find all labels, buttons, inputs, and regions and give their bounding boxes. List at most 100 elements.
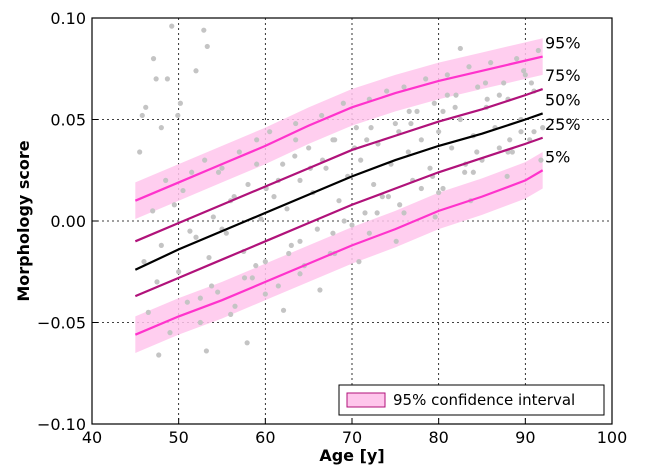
percentile-line [134, 88, 544, 243]
scatter-point [408, 120, 414, 127]
scatter-point [167, 330, 173, 336]
scatter-point [253, 263, 259, 269]
scatter-point [384, 88, 390, 94]
scatter-point [163, 177, 169, 183]
scatter-point [444, 72, 450, 78]
scatter-point [414, 108, 420, 114]
scatter-point [440, 185, 446, 192]
scatter-point [297, 271, 303, 277]
x-tick-label: 40 [82, 428, 102, 447]
x-tick-label: 50 [168, 428, 188, 447]
percentile-labels: 95% 75% 50% 25% 5% [545, 34, 581, 167]
scatter-point [436, 189, 442, 196]
scatter-point [440, 108, 446, 114]
scatter-point [496, 92, 502, 98]
y-axis-label: Morphology score [14, 140, 33, 301]
scatter-point [293, 137, 299, 143]
scatter-point [254, 137, 260, 143]
scatter-point [267, 129, 273, 135]
scatter-point [204, 43, 210, 50]
percentile-label: 25% [545, 115, 581, 134]
y-axis-ticks: −0.10 −0.05 0.00 0.05 0.10 [37, 9, 98, 434]
scatter-point [482, 80, 489, 86]
scatter-point [189, 169, 195, 175]
y-tick-label: −0.05 [37, 314, 86, 333]
scatter-point [280, 161, 286, 167]
scatter-point [340, 100, 346, 106]
scatter-point [401, 84, 407, 90]
scatter-point [241, 275, 248, 281]
scatter-point [156, 352, 162, 358]
scatter-point [397, 202, 403, 208]
scatter-point [336, 198, 342, 204]
scatter-point [143, 104, 149, 110]
scatter-point [215, 169, 222, 175]
scatter-point [423, 76, 429, 82]
scatter-point [418, 185, 424, 192]
x-tick-label: 60 [255, 428, 275, 447]
scatter-point [169, 23, 175, 29]
scatter-point [202, 157, 208, 163]
scatter-point [406, 108, 412, 114]
scatter-point [286, 250, 292, 257]
percentile-label: 95% [545, 34, 581, 53]
scatter-point [540, 125, 546, 131]
scatter-point [164, 76, 170, 82]
scatter-point [193, 234, 199, 240]
scatter-point [187, 228, 193, 234]
scatter-point [145, 309, 151, 315]
scatter-point [427, 165, 433, 171]
scatter-point [366, 230, 372, 236]
y-tick-label: 0.10 [50, 9, 86, 28]
y-tick-label: 0.05 [50, 111, 86, 130]
scatter-point [330, 230, 336, 236]
scatter-point [356, 259, 362, 265]
percentile-line [134, 55, 543, 202]
scatter-point [431, 100, 437, 106]
scatter-point [504, 173, 510, 179]
scatter-point [288, 242, 294, 248]
scatter-point [522, 72, 528, 78]
scatter-point [314, 226, 320, 232]
scatter-point [475, 84, 481, 90]
y-tick-label: 0.00 [50, 212, 86, 231]
x-axis-label: Age [y] [319, 446, 384, 465]
scatter-point [297, 177, 303, 183]
scatter-point [362, 210, 368, 216]
scatter-point [432, 214, 438, 220]
scatter-point [219, 165, 225, 171]
scatter-point [323, 165, 329, 171]
scatter-point [158, 125, 164, 131]
scatter-point [401, 210, 407, 216]
scatter-point [171, 202, 177, 208]
scatter-point [197, 295, 203, 301]
scatter-point [245, 181, 251, 188]
scatter-point [484, 96, 490, 102]
confidence-band [135, 151, 543, 353]
scatter-point [262, 259, 268, 265]
scatter-point [462, 169, 468, 175]
scatter-point [137, 149, 143, 155]
percentile-line [134, 136, 544, 298]
percentile-lines [134, 55, 544, 336]
scatter-point [330, 137, 336, 143]
scatter-point [374, 210, 380, 216]
scatter-point [368, 125, 374, 131]
x-tick-label: 90 [515, 428, 535, 447]
scatter-point [262, 291, 268, 297]
percentile-label: 50% [545, 90, 581, 109]
scatter-point [249, 275, 255, 281]
scatter-point [528, 80, 535, 86]
scatter-point [209, 283, 215, 289]
scatter-point [306, 145, 312, 151]
scatter-point [518, 129, 524, 135]
scatter-point [254, 161, 260, 167]
scatter-point [379, 194, 385, 200]
scatter-point [153, 76, 159, 82]
scatter-point [215, 289, 221, 295]
scatter-points [137, 23, 546, 358]
scatter-point [349, 222, 355, 228]
confidence-band [135, 38, 543, 219]
scatter-point [341, 218, 347, 224]
